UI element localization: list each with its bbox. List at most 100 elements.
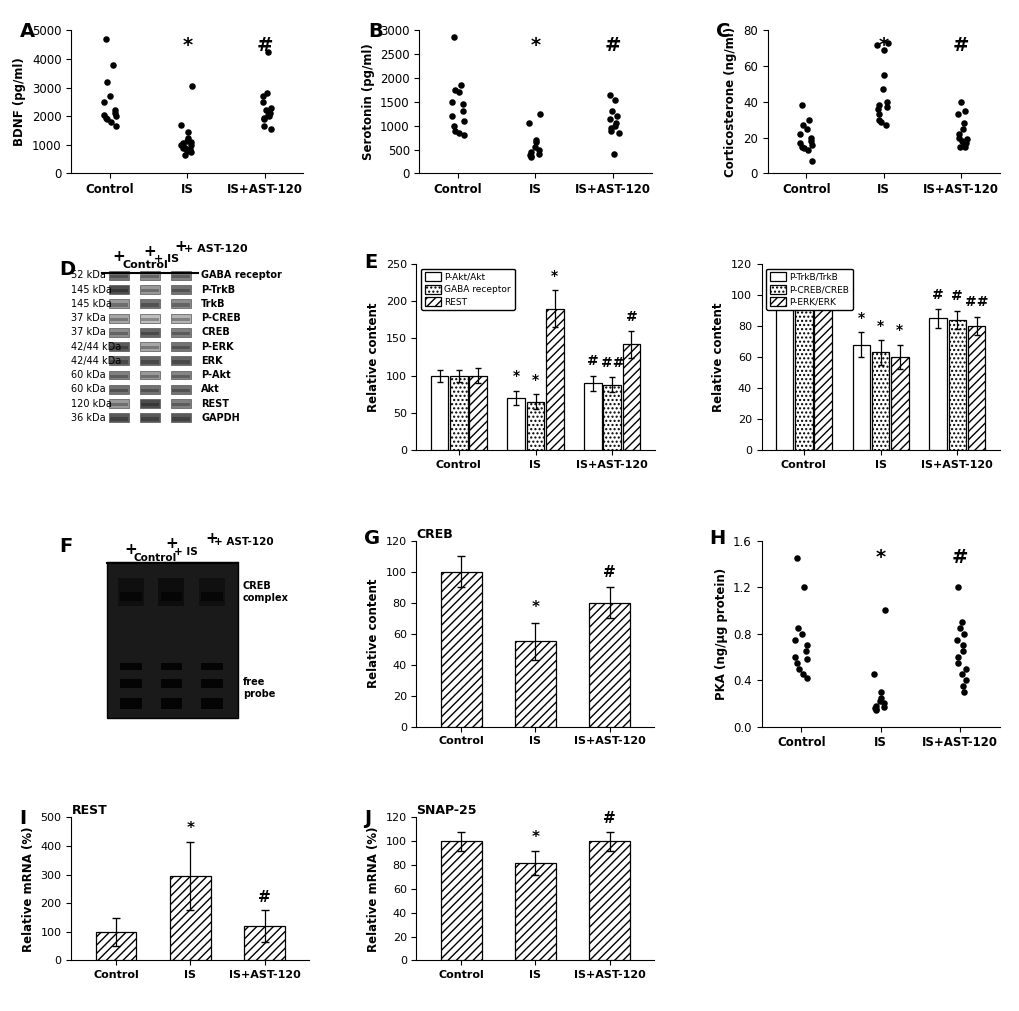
Text: P-TrkB: P-TrkB xyxy=(201,284,235,294)
Point xyxy=(800,111,816,127)
Point xyxy=(872,690,889,706)
Bar xyxy=(140,413,160,423)
Bar xyxy=(813,295,832,450)
Bar xyxy=(584,383,601,450)
Bar xyxy=(141,332,159,335)
Point xyxy=(868,36,884,53)
Y-axis label: Relative content: Relative content xyxy=(367,302,380,411)
Point xyxy=(176,140,193,156)
Text: P-ERK: P-ERK xyxy=(201,342,233,352)
Bar xyxy=(140,385,160,393)
Text: 36 kDa: 36 kDa xyxy=(71,412,106,423)
Point xyxy=(522,149,538,165)
Text: ##: ## xyxy=(600,356,624,370)
Point xyxy=(454,96,471,112)
Point xyxy=(102,88,118,104)
Bar xyxy=(170,342,191,351)
Point xyxy=(802,129,818,146)
Text: Control: Control xyxy=(122,261,168,271)
Bar xyxy=(170,285,191,294)
Text: +: + xyxy=(205,531,218,546)
Bar xyxy=(158,578,184,607)
Text: *: * xyxy=(857,310,864,325)
Bar xyxy=(172,374,190,378)
Point xyxy=(867,703,883,719)
Text: 52 kDa: 52 kDa xyxy=(71,270,106,280)
Text: #: # xyxy=(951,289,962,303)
Point xyxy=(174,139,191,155)
Point xyxy=(179,129,196,146)
Y-axis label: PKA (ng/µg protein): PKA (ng/µg protein) xyxy=(714,567,727,700)
Bar xyxy=(170,399,191,408)
Point xyxy=(790,620,806,636)
Text: *: * xyxy=(874,548,884,567)
Bar xyxy=(172,275,190,278)
Point xyxy=(96,94,112,110)
Point xyxy=(602,87,619,103)
Point xyxy=(949,579,965,595)
Point xyxy=(175,135,192,152)
Bar xyxy=(589,603,630,727)
Bar xyxy=(852,345,869,450)
Point xyxy=(607,115,624,131)
Text: P-Akt: P-Akt xyxy=(201,370,230,380)
Point xyxy=(259,85,275,101)
Bar xyxy=(141,403,159,406)
Bar xyxy=(172,403,190,406)
Point xyxy=(601,110,618,126)
Point xyxy=(955,115,971,131)
Point xyxy=(958,131,974,148)
Bar xyxy=(140,328,160,337)
Point xyxy=(105,57,121,73)
Text: + IS: + IS xyxy=(154,254,178,264)
Point xyxy=(98,109,114,125)
Text: G: G xyxy=(364,530,380,549)
Point xyxy=(867,702,883,718)
Point xyxy=(182,136,199,153)
Point xyxy=(610,124,627,141)
Point xyxy=(452,77,469,93)
Bar xyxy=(110,303,127,306)
Point xyxy=(788,655,804,671)
Point xyxy=(107,108,123,124)
Bar xyxy=(161,592,182,601)
Bar xyxy=(141,275,159,278)
Point xyxy=(875,67,892,83)
Bar xyxy=(967,327,984,450)
Point xyxy=(793,626,809,642)
Point xyxy=(949,655,965,671)
Point xyxy=(176,147,193,163)
Point xyxy=(447,122,464,139)
Point xyxy=(530,142,546,158)
Bar xyxy=(775,295,793,450)
Bar xyxy=(109,285,129,294)
Text: D: D xyxy=(59,260,75,279)
Point xyxy=(263,121,279,137)
Point xyxy=(798,643,814,659)
Point xyxy=(528,134,544,151)
Point xyxy=(444,108,461,124)
Bar xyxy=(107,562,237,718)
Text: GABA receptor: GABA receptor xyxy=(201,270,281,280)
Text: 37 kDa: 37 kDa xyxy=(71,328,106,338)
Point xyxy=(876,117,893,133)
Point xyxy=(954,133,970,150)
Point xyxy=(443,94,460,110)
Bar xyxy=(141,289,159,292)
Text: *: * xyxy=(530,36,540,55)
Bar xyxy=(109,385,129,393)
Bar xyxy=(170,328,191,337)
Bar xyxy=(201,699,222,709)
Point xyxy=(870,106,887,122)
Text: REST: REST xyxy=(71,805,107,817)
Bar xyxy=(140,285,160,294)
Bar xyxy=(515,862,555,960)
Point xyxy=(955,136,971,153)
Bar xyxy=(120,663,142,670)
Bar xyxy=(161,679,182,687)
Bar xyxy=(201,679,222,687)
Y-axis label: BDNF (pg/ml): BDNF (pg/ml) xyxy=(13,58,26,147)
Point xyxy=(445,29,462,45)
Bar xyxy=(141,346,159,350)
Point xyxy=(523,149,539,165)
